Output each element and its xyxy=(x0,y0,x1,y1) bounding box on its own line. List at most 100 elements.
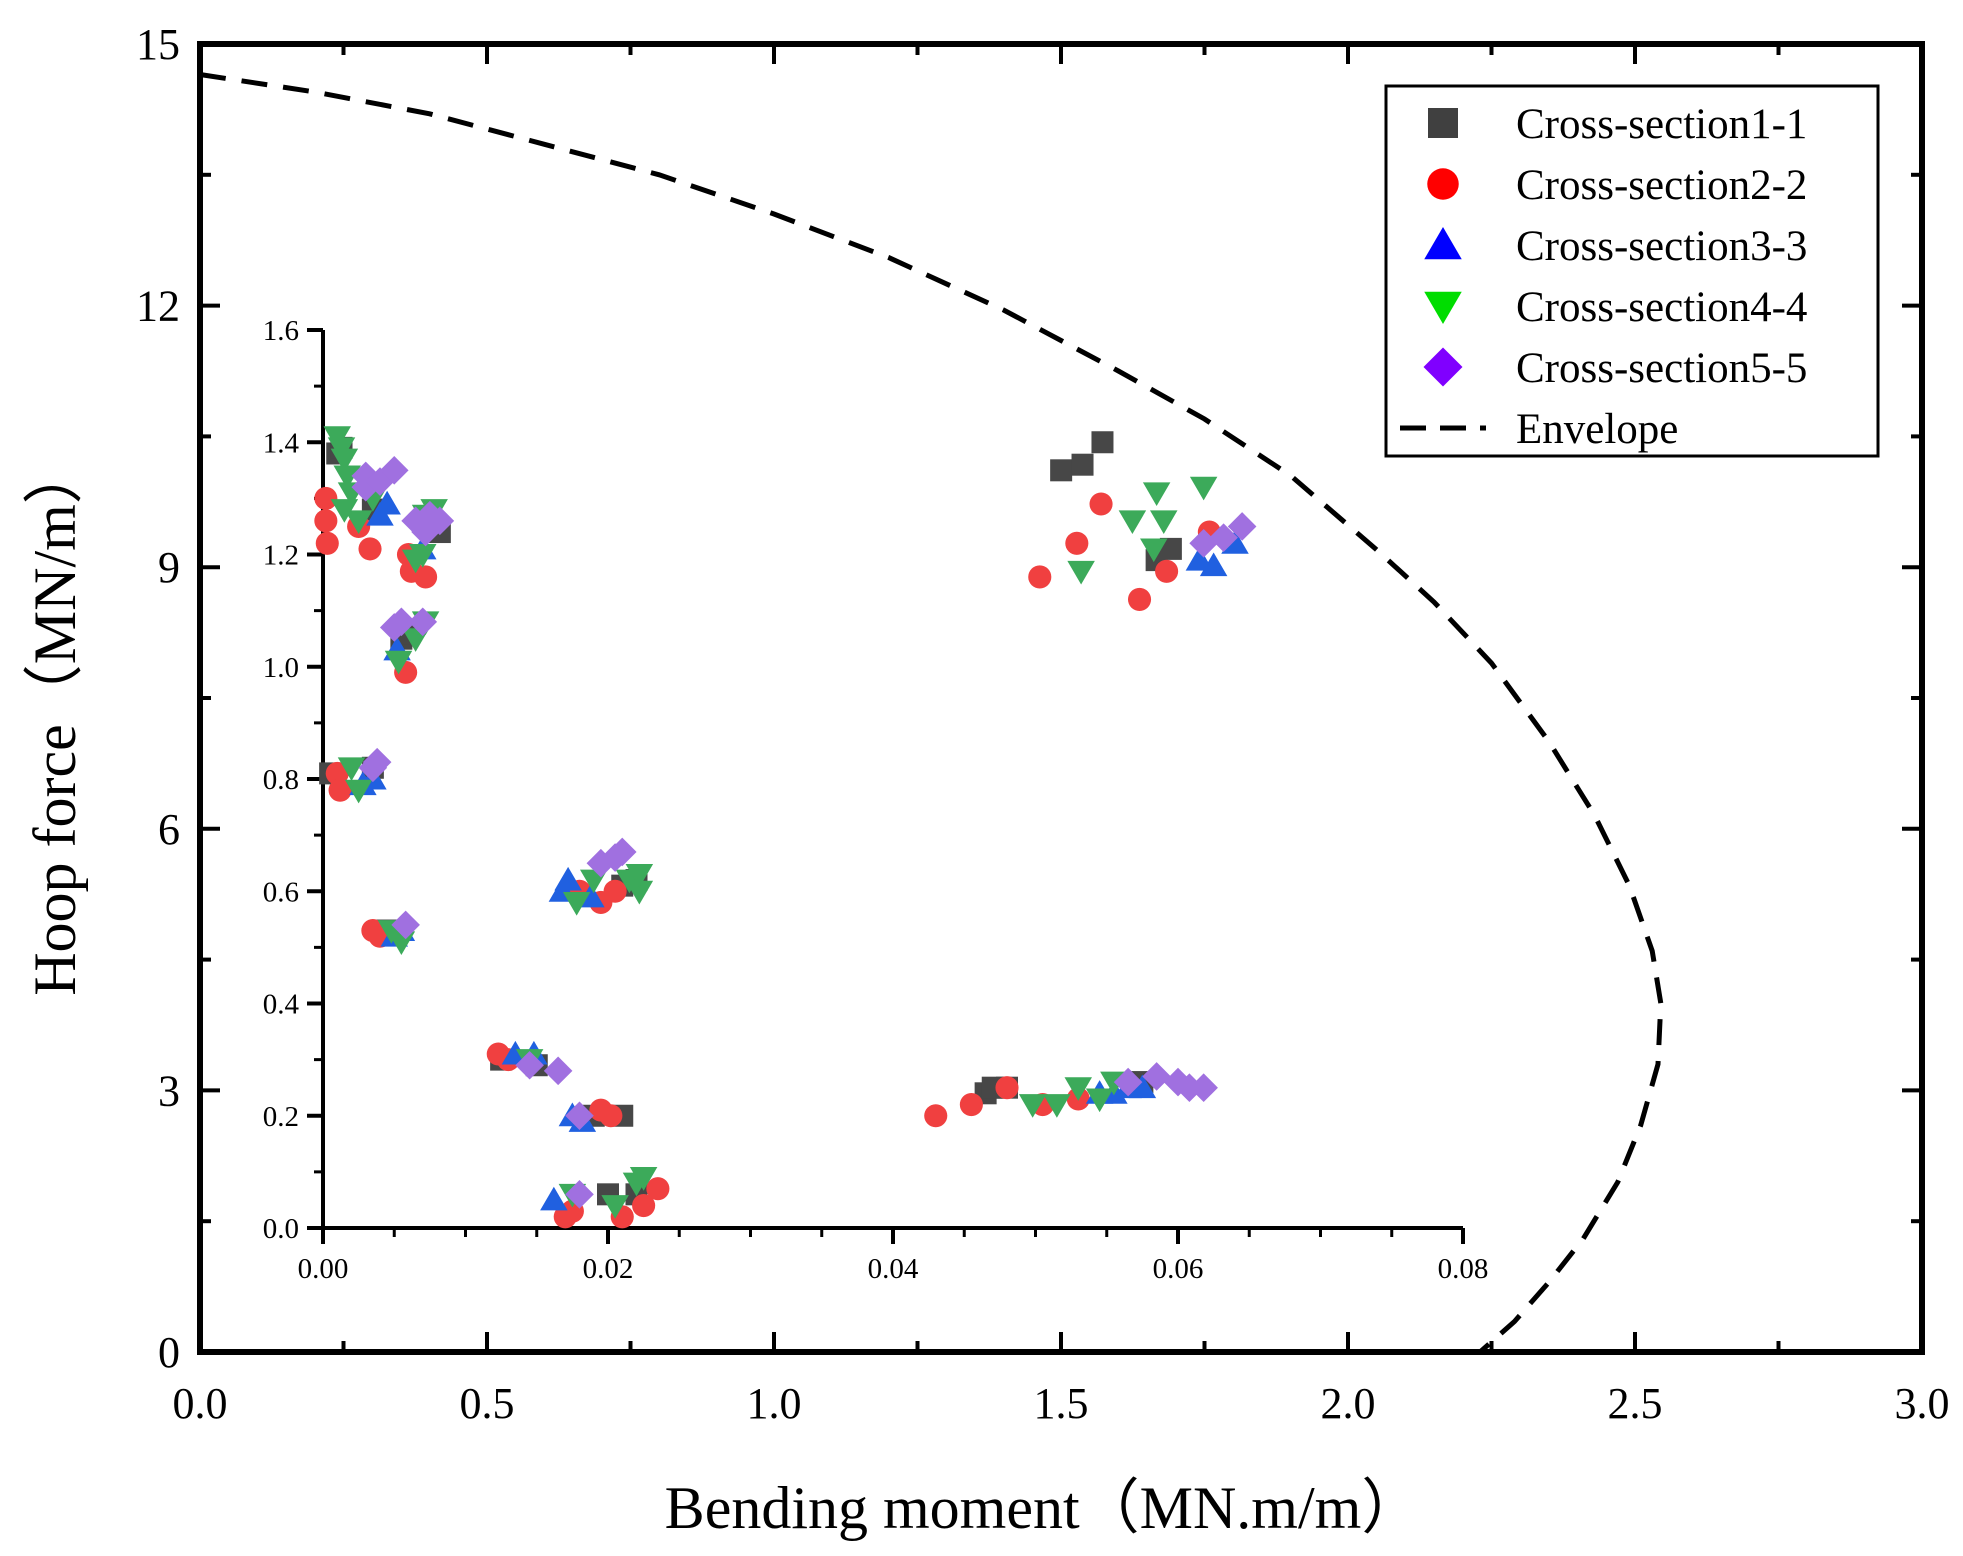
inset-point xyxy=(607,837,637,867)
x-tick-label: 3.0 xyxy=(1895,1379,1950,1428)
inset-point xyxy=(330,448,359,473)
inset-point xyxy=(1118,510,1147,535)
inset-point xyxy=(379,456,409,485)
y-tick-label: 0 xyxy=(158,1328,180,1377)
inset-point xyxy=(599,1104,623,1128)
inset-y-tick-label: 0.2 xyxy=(263,1101,299,1133)
inset-point xyxy=(995,1076,1019,1100)
inset-point xyxy=(337,757,366,781)
inset-point xyxy=(543,1056,573,1086)
inset-point xyxy=(1185,546,1214,571)
inset-y-tick-label: 1.6 xyxy=(263,315,299,347)
inset-plot: 0.00 0.02 0.04 0.06 0.08 0.0 0.2 0.4 0.6 0.8 1.0 1.… xyxy=(263,315,1489,1285)
inset-point xyxy=(562,892,591,916)
inset-point xyxy=(1071,453,1094,476)
legend-symbol xyxy=(1424,227,1462,260)
inset-point xyxy=(358,537,382,561)
y-tick-label: 15 xyxy=(136,20,180,69)
inset-point xyxy=(554,866,582,891)
y-tick-label: 9 xyxy=(158,543,180,592)
inset-x-tick-label: 0.00 xyxy=(298,1253,349,1285)
legend-label: Cross-section1-1 xyxy=(1516,101,1807,148)
x-tick-label: 1.0 xyxy=(747,1379,802,1428)
inset-point xyxy=(1113,1067,1143,1097)
x-tick-label: 0.0 xyxy=(173,1379,228,1428)
inset-point xyxy=(601,1195,629,1219)
inset-point xyxy=(1064,1077,1092,1101)
inset-point xyxy=(373,490,401,515)
legend-label: Cross-section2-2 xyxy=(1516,162,1807,209)
inset-point xyxy=(603,879,627,903)
inset-point xyxy=(1221,530,1249,554)
inset-point xyxy=(632,1194,656,1218)
envelope-line xyxy=(199,72,1664,1354)
y-tick-label: 12 xyxy=(136,282,180,331)
inset-series-2 xyxy=(314,486,1221,1229)
inset-point xyxy=(1189,528,1218,558)
legend-symbol xyxy=(1428,108,1458,138)
inset-point xyxy=(586,848,616,878)
inset-series-5 xyxy=(351,456,1257,1209)
inset-y-tick-label: 0.4 xyxy=(263,989,300,1021)
inset-point xyxy=(1067,560,1095,585)
inset-point xyxy=(1128,1074,1157,1099)
inset-x-tick-label: 0.04 xyxy=(868,1253,919,1285)
y-tick-label: 6 xyxy=(158,805,180,854)
inset-point xyxy=(362,747,392,777)
inset-point xyxy=(330,499,359,523)
inset-point xyxy=(1085,1088,1114,1113)
inset-point xyxy=(344,779,373,804)
inset-point xyxy=(384,650,413,675)
inset-point xyxy=(387,607,416,637)
x-tick-label: 0.5 xyxy=(460,1379,515,1428)
inset-point xyxy=(1209,523,1238,552)
legend-label: Cross-section3-3 xyxy=(1516,223,1807,270)
inset-point xyxy=(565,1180,594,1209)
inset-point xyxy=(1043,1094,1071,1118)
inset-point xyxy=(1127,587,1152,611)
inset-point xyxy=(1150,510,1178,535)
y-axis-title: Hoop force（MN/m） xyxy=(22,444,88,996)
inset-point xyxy=(565,1101,594,1131)
inset-y-tick-label: 1.0 xyxy=(263,652,299,684)
inset-point xyxy=(333,465,361,490)
inset-point xyxy=(414,565,438,589)
inset-point xyxy=(328,778,352,802)
inset-point xyxy=(959,1092,983,1117)
inset-y-tick-label: 0.6 xyxy=(263,876,299,908)
x-tick-label: 1.5 xyxy=(1034,1379,1089,1428)
inset-point xyxy=(625,880,654,905)
inset-series-1 xyxy=(319,431,1182,1206)
inset-point xyxy=(314,509,338,533)
legend-symbol xyxy=(1424,291,1462,324)
inset-point xyxy=(1089,492,1113,516)
legend-label: Cross-section5-5 xyxy=(1516,345,1807,392)
inset-x-tick-label: 0.02 xyxy=(583,1253,634,1285)
inset-x-tick-label: 0.06 xyxy=(1153,1253,1204,1285)
legend-label: Cross-section4-4 xyxy=(1516,284,1807,331)
inset-point xyxy=(540,1186,568,1211)
x-axis-title: Bending moment（MN.m/m） xyxy=(665,1475,1422,1541)
inset-point xyxy=(365,467,395,496)
inset-point xyxy=(1189,1073,1218,1102)
inset-point xyxy=(1050,459,1073,482)
inset-point xyxy=(409,544,437,568)
inset-point xyxy=(315,531,339,555)
y-tick-label: 3 xyxy=(158,1066,180,1115)
inset-point xyxy=(1159,537,1182,560)
main-frame xyxy=(197,41,1925,1355)
inset-point xyxy=(391,910,420,940)
inset-point xyxy=(646,1177,670,1201)
inset-point xyxy=(924,1104,948,1128)
inset-point xyxy=(314,486,338,510)
inset-point xyxy=(1091,431,1114,454)
inset-y-tick-label: 0.0 xyxy=(263,1213,299,1245)
legend-box xyxy=(1384,84,1880,458)
inset-point xyxy=(1028,565,1052,589)
inset-point xyxy=(1189,476,1218,501)
legend-symbol xyxy=(1423,347,1463,387)
x-tick-label: 2.0 xyxy=(1321,1379,1376,1428)
inset-point xyxy=(515,1050,544,1080)
inset-point xyxy=(1018,1094,1047,1118)
